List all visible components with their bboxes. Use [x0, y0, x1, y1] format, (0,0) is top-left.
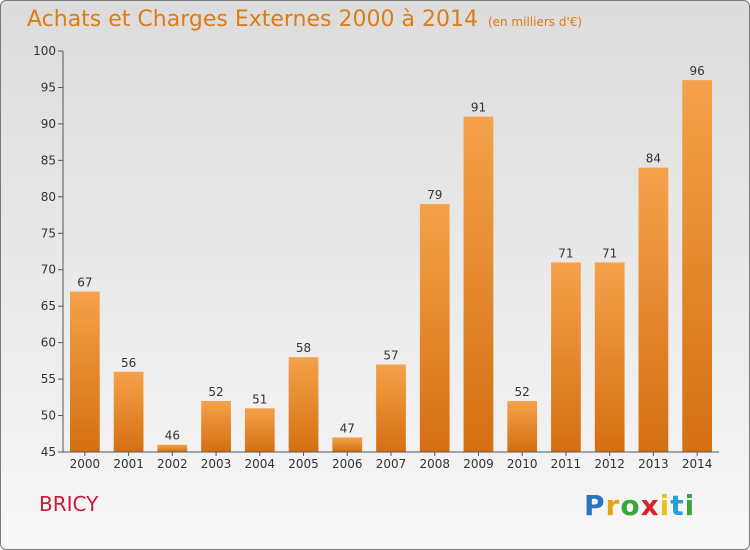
y-tick-label: 95 — [41, 80, 56, 94]
logo-letter: i — [684, 489, 696, 522]
bar — [463, 116, 494, 453]
bar — [376, 364, 406, 452]
bar — [638, 167, 669, 452]
data-label: 56 — [121, 356, 136, 370]
data-label: 79 — [427, 188, 442, 202]
logo-letter: o — [620, 489, 641, 522]
x-tick-label: 2005 — [288, 457, 319, 471]
x-tick-label: 2000 — [70, 457, 101, 471]
x-tick-label: 2011 — [551, 457, 582, 471]
y-tick-label: 85 — [41, 153, 56, 167]
bar — [288, 357, 319, 452]
data-label: 47 — [340, 421, 355, 435]
bar — [157, 444, 188, 452]
x-tick-label: 2004 — [245, 457, 276, 471]
data-label: 57 — [383, 349, 398, 363]
logo-letter: t — [670, 489, 685, 522]
data-label: 46 — [165, 429, 180, 443]
y-tick-label: 50 — [41, 409, 56, 423]
x-tick-label: 2008 — [419, 457, 450, 471]
y-tick-label: 75 — [41, 226, 56, 240]
title-text: Achats et Charges Externes 2000 à 2014 — [27, 7, 478, 32]
y-tick-label: 90 — [41, 117, 56, 131]
data-label: 52 — [515, 385, 530, 399]
data-label: 71 — [558, 246, 573, 260]
x-tick-label: 2009 — [463, 457, 494, 471]
data-label: 51 — [252, 392, 267, 406]
y-tick-label: 65 — [41, 299, 56, 313]
x-tick-label: 2003 — [201, 457, 232, 471]
unit-label: (en milliers d'€) — [487, 15, 583, 29]
data-label: 58 — [296, 341, 311, 355]
x-tick-label: 2007 — [376, 457, 407, 471]
bar — [332, 437, 363, 452]
y-tick-label: 60 — [41, 336, 56, 350]
data-label: 96 — [689, 64, 704, 78]
bar — [594, 262, 625, 452]
data-label: 84 — [646, 152, 661, 166]
data-label: 71 — [602, 246, 617, 260]
bar — [113, 371, 144, 452]
bar — [244, 408, 275, 452]
x-tick-label: 2013 — [638, 457, 669, 471]
proxiti-logo: Proxiti — [584, 489, 695, 522]
logo-letter: x — [640, 489, 660, 522]
y-tick-label: 70 — [41, 263, 56, 277]
commune-name: BRICY — [39, 492, 99, 516]
x-tick-label: 2014 — [682, 457, 713, 471]
logo-letter: P — [584, 489, 606, 522]
bar — [507, 400, 538, 452]
y-tick-label: 80 — [41, 190, 56, 204]
y-tick-label: 100 — [33, 44, 56, 58]
bar — [69, 291, 100, 452]
logo-letter: i — [659, 489, 671, 522]
x-tick-label: 2001 — [113, 457, 144, 471]
bar — [201, 400, 231, 452]
bar — [419, 204, 450, 452]
x-tick-label: 2010 — [507, 457, 538, 471]
y-tick-label: 45 — [41, 445, 56, 459]
x-tick-label: 2006 — [332, 457, 363, 471]
logo-letter: r — [605, 489, 621, 522]
data-label: 67 — [77, 276, 92, 290]
bar — [682, 80, 713, 452]
data-label: 52 — [208, 385, 223, 399]
x-tick-label: 2012 — [594, 457, 625, 471]
x-tick-label: 2002 — [157, 457, 188, 471]
y-tick-label: 55 — [41, 372, 56, 386]
data-label: 91 — [471, 101, 486, 115]
bar — [551, 262, 581, 452]
chart-title: Achats et Charges Externes 2000 à 2014 (e… — [27, 7, 582, 32]
